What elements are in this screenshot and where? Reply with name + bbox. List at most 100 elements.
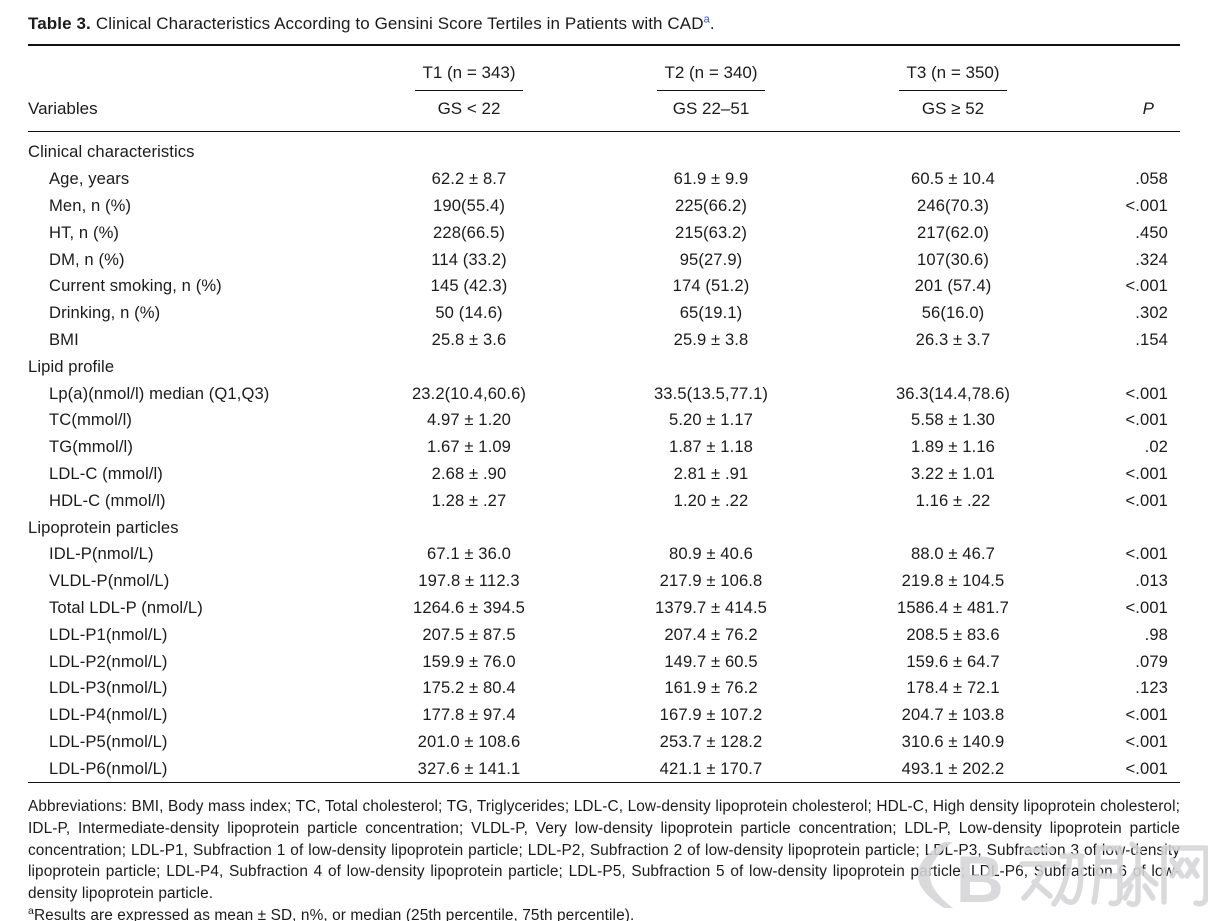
table-row: Age, years 62.2 ± 8.7 61.9 ± 9.9 60.5 ± 10.… <box>28 166 1180 193</box>
t1-value: 327.6 ± 141.1 <box>417 758 521 778</box>
table-body: Clinical characteristics Age, years 62.2 ±… <box>28 132 1180 783</box>
t3-value: 204.7 ± 103.8 <box>901 705 1005 725</box>
table-row: Men, n (%) 190(55.4) 225(66.2) 246(70.3) <.0… <box>28 193 1180 220</box>
t1-value: 23.2(10.4,60.6) <box>411 383 527 403</box>
t2-subtitle: GS 22–51 <box>672 99 750 118</box>
table-caption: Table 3. Clinical Characteristics Accordi… <box>28 14 1180 34</box>
t3-value: 310.6 ± 140.9 <box>901 731 1005 751</box>
t2-value: 33.5(13.5,77.1) <box>653 383 769 403</box>
t3-value: 219.8 ± 104.5 <box>901 571 1005 591</box>
p-value: .079 <box>1135 651 1168 671</box>
row-label: LDL-P2(nmol/L) <box>49 651 168 671</box>
p-value: .013 <box>1135 571 1168 591</box>
t2-group-label: T2 (n = 340) <box>657 63 765 91</box>
t3-value: 178.4 ± 72.1 <box>906 678 1000 698</box>
svg-text:B: B <box>956 842 1004 916</box>
t3-value: 1.16 ± .22 <box>915 490 991 510</box>
p-value: .123 <box>1135 678 1168 698</box>
section-header-row: Lipid profile <box>28 353 1180 380</box>
row-label: VLDL-P(nmol/L) <box>49 571 170 591</box>
results-note: aResults are expressed as mean ± SD, n%,… <box>28 905 1180 921</box>
table-row: LDL-P2(nmol/L) 159.9 ± 76.0 149.7 ± 60.5 15… <box>28 648 1180 675</box>
t2-value: 225(66.2) <box>675 195 747 215</box>
clinical-characteristics-table: T1 (n = 343) T2 (n = 340) T3 (n = 350) V… <box>28 44 1180 784</box>
row-label: Men, n (%) <box>49 195 132 215</box>
table-caption-label: Table 3. <box>28 14 91 33</box>
table-row: LDL-P4(nmol/L) 177.8 ± 97.4 167.9 ± 107.2 2… <box>28 702 1180 729</box>
p-value: <.001 <box>1125 410 1168 430</box>
caption-period: . <box>709 14 715 33</box>
section-title: Lipoprotein particles <box>28 517 179 537</box>
p-value: <.001 <box>1125 731 1168 751</box>
t2-value: 95(27.9) <box>679 249 743 269</box>
row-label: TC(mmol/l) <box>49 410 133 430</box>
t3-value: 60.5 ± 10.4 <box>910 169 996 189</box>
results-note-marker: a <box>28 904 34 917</box>
table-footnotes: Abbreviations: BMI, Body mass index; TC,… <box>28 796 1180 921</box>
t2-value: 1379.7 ± 414.5 <box>654 597 767 617</box>
p-value: .324 <box>1135 249 1168 269</box>
row-label: Current smoking, n (%) <box>49 276 222 296</box>
empty-header-cell <box>28 45 348 91</box>
t1-value: 50 (14.6) <box>435 303 503 323</box>
tertile-group-row: T1 (n = 343) T2 (n = 340) T3 (n = 350) <box>28 45 1180 91</box>
t1-value: 177.8 ± 97.4 <box>422 705 516 725</box>
p-value: .058 <box>1135 169 1168 189</box>
table-row: BMI 25.8 ± 3.6 25.9 ± 3.8 26.3 ± 3.7 .154 <box>28 327 1180 354</box>
t1-value: 201.0 ± 108.6 <box>417 731 521 751</box>
t1-value: 1.67 ± 1.09 <box>426 437 512 457</box>
table-row: Current smoking, n (%) 145 (42.3) 174 (51.… <box>28 273 1180 300</box>
row-label: IDL-P(nmol/L) <box>49 544 154 564</box>
t3-value: 107(30.6) <box>917 249 989 269</box>
t2-value: 421.1 ± 170.7 <box>659 758 763 778</box>
t3-value: 217(62.0) <box>917 222 989 242</box>
row-label: LDL-P1(nmol/L) <box>49 624 168 644</box>
t3-value: 5.58 ± 1.30 <box>910 410 996 430</box>
table-row: LDL-C (mmol/l) 2.68 ± .90 2.81 ± .91 3.22 ±… <box>28 461 1180 488</box>
p-value: <.001 <box>1125 705 1168 725</box>
t2-value: 5.20 ± 1.17 <box>668 410 754 430</box>
table-row: Lp(a)(nmol/l) median (Q1,Q3) 23.2(10.4,60… <box>28 380 1180 407</box>
t1-value: 1.28 ± .27 <box>431 490 507 510</box>
abbreviations-note: Abbreviations: BMI, Body mass index; TC,… <box>28 798 1180 902</box>
t3-group-header: T3 (n = 350) <box>832 45 1074 91</box>
t2-value: 1.87 ± 1.18 <box>668 437 754 457</box>
p-value: <.001 <box>1125 597 1168 617</box>
t1-value: 197.8 ± 112.3 <box>418 571 520 591</box>
t3-subtitle: GS ≥ 52 <box>921 99 985 118</box>
t2-value: 25.9 ± 3.8 <box>673 329 749 349</box>
t1-group-label: T1 (n = 343) <box>415 63 523 91</box>
caption-footnote-marker[interactable]: a <box>703 13 710 26</box>
t1-subtitle: GS < 22 <box>437 99 501 118</box>
t1-group-header: T1 (n = 343) <box>348 45 590 91</box>
t1-value: 1264.6 ± 394.5 <box>412 597 525 617</box>
t2-value: 253.7 ± 128.2 <box>659 731 763 751</box>
p-value: <.001 <box>1125 276 1168 296</box>
section-title: Clinical characteristics <box>28 142 195 162</box>
t2-value: 61.9 ± 9.9 <box>673 169 749 189</box>
t3-value: 201 (57.4) <box>914 276 992 296</box>
t2-value: 1.20 ± .22 <box>673 490 749 510</box>
t1-value: 145 (42.3) <box>430 276 508 296</box>
t3-value: 88.0 ± 46.7 <box>910 544 996 564</box>
p-column-header: P <box>1142 99 1154 118</box>
p-value: <.001 <box>1125 544 1168 564</box>
row-label: LDL-P4(nmol/L) <box>49 705 168 725</box>
row-label: LDL-P3(nmol/L) <box>49 678 168 698</box>
t1-value: 25.8 ± 3.6 <box>431 329 507 349</box>
table-row: LDL-P3(nmol/L) 175.2 ± 80.4 161.9 ± 76.2 17… <box>28 675 1180 702</box>
t3-value: 493.1 ± 202.2 <box>901 758 1005 778</box>
t3-value: 3.22 ± 1.01 <box>910 463 996 483</box>
t1-value: 114 (33.2) <box>431 249 507 269</box>
row-label: Lp(a)(nmol/l) median (Q1,Q3) <box>49 383 270 403</box>
table-row: TG(mmol/l) 1.67 ± 1.09 1.87 ± 1.18 1.89 ± 1… <box>28 434 1180 461</box>
column-header-row: Variables GS < 22 GS 22–51 GS ≥ 52 P <box>28 91 1180 132</box>
t2-group-header: T2 (n = 340) <box>590 45 832 91</box>
p-value: <.001 <box>1125 383 1168 403</box>
table-header: T1 (n = 343) T2 (n = 340) T3 (n = 350) V… <box>28 45 1180 132</box>
t2-value: 149.7 ± 60.5 <box>664 651 758 671</box>
watermark-logo-icon: B <box>918 841 1209 916</box>
p-value: .98 <box>1144 624 1168 644</box>
table-row: HT, n (%) 228(66.5) 215(63.2) 217(62.0) .450 <box>28 219 1180 246</box>
